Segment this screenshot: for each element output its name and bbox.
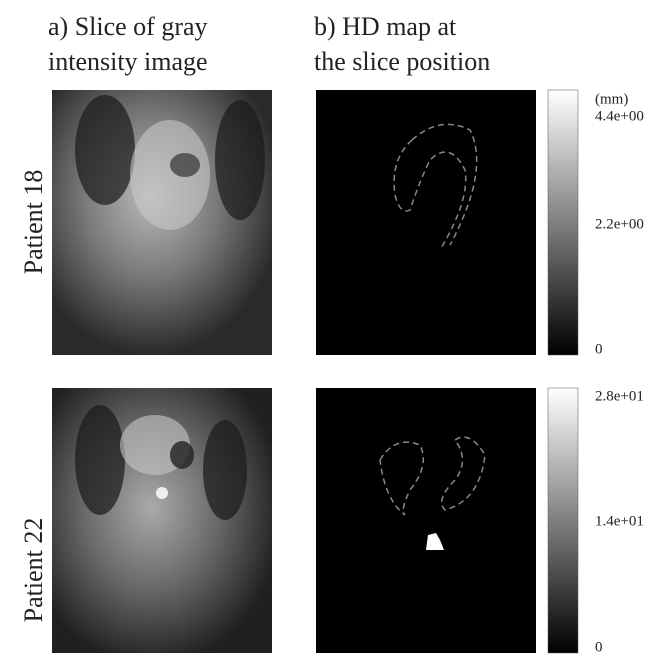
hd-map [316, 90, 536, 355]
mri-image [52, 90, 272, 355]
column-header: a) Slice of gray [48, 12, 208, 41]
hd-map [316, 388, 536, 653]
colorbar-tick-label: 2.2e+00 [595, 216, 644, 232]
colorbar [548, 90, 578, 355]
colorbar-tick-label: 4.4e+00 [595, 108, 644, 124]
column-header: intensity image [48, 47, 208, 76]
unit-label: (mm) [595, 91, 628, 107]
column-header: b) HD map at [314, 12, 457, 41]
colorbar-tick-label: 0 [595, 639, 603, 655]
column-header: the slice position [314, 47, 490, 76]
figure: a) Slice of gray intensity image b) HD m… [0, 0, 663, 656]
row-label: Patient 22 [19, 518, 48, 623]
row-label: Patient 18 [19, 170, 48, 275]
colorbar-tick-label: 2.8e+01 [595, 388, 644, 404]
colorbar [548, 388, 578, 653]
colorbar-tick-label: 0 [595, 341, 603, 357]
mri-image [52, 388, 272, 653]
colorbar-tick-label: 1.4e+01 [595, 513, 644, 529]
